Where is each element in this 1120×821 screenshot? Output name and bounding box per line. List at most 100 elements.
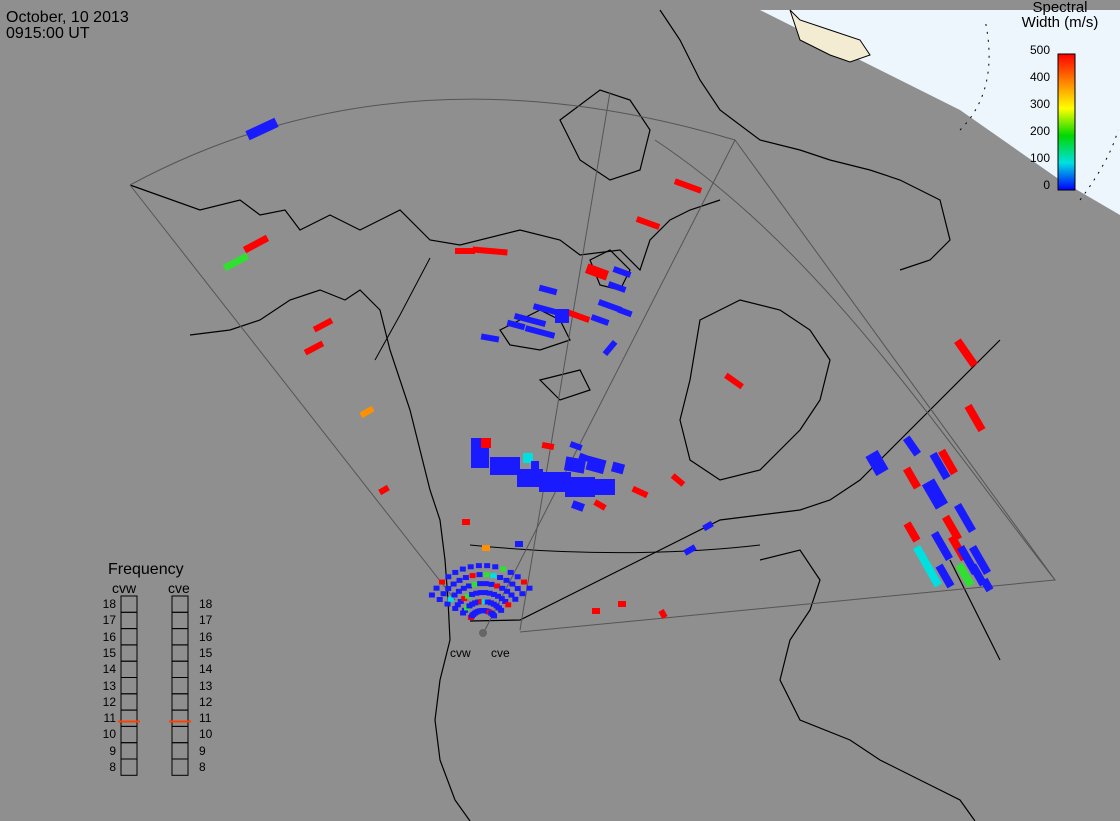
echo-cell — [578, 452, 594, 464]
freq-label-left: 13 — [102, 678, 116, 693]
echo-cell-near — [477, 590, 484, 596]
echo-cell — [938, 448, 958, 476]
echo-cell-near — [478, 599, 485, 605]
echo-cell — [506, 319, 526, 331]
echo-cell-near — [491, 613, 498, 619]
echo-cell — [570, 500, 586, 512]
freq-label-left: 14 — [102, 662, 116, 677]
echo-cell-near — [450, 581, 457, 587]
echo-cell-near — [477, 581, 484, 587]
echo-cell-near — [520, 579, 527, 585]
echo-cell-near — [475, 563, 482, 569]
echo-cell — [569, 441, 583, 451]
echo-cell-near — [500, 566, 507, 572]
echo-cell-near — [502, 598, 509, 604]
freq-label-right: 9 — [199, 743, 206, 758]
echo-cell-near — [473, 590, 480, 596]
echo-cell — [969, 545, 991, 575]
echo-cell — [902, 435, 922, 457]
echo-cell — [565, 309, 591, 323]
freq-label-right: 12 — [199, 694, 213, 709]
echo-cell — [954, 338, 978, 368]
echo-cell-near — [488, 581, 495, 587]
echo-cell-near — [433, 585, 440, 591]
freq-label-left: 17 — [102, 613, 116, 628]
echo-cell-near — [498, 607, 505, 613]
echo-cell — [673, 178, 703, 194]
time-text: 0915:00 UT — [6, 25, 90, 42]
echo-cell-near — [490, 573, 497, 579]
echo-cell-near — [465, 583, 472, 589]
freq-label-left: 9 — [109, 743, 116, 758]
freq-label-right: 17 — [199, 613, 213, 628]
freq-label-left: 11 — [103, 711, 116, 726]
echo-cell-near — [464, 593, 471, 599]
boundaries — [374, 257, 761, 554]
echo-cell — [462, 519, 470, 525]
echo-cell-near — [428, 592, 435, 598]
echo-cell — [563, 456, 587, 474]
echo-cell — [617, 306, 633, 318]
echo-cell-near — [475, 599, 482, 605]
echo-cell-near — [507, 569, 514, 575]
echo-cell — [303, 340, 325, 356]
echo-cell-near — [451, 592, 458, 598]
echo-cell-near — [469, 591, 476, 597]
echo-cell — [607, 281, 627, 293]
polar-circle-2 — [1079, 129, 1119, 201]
echo-cell — [515, 541, 523, 547]
echo-cell-near — [482, 581, 489, 587]
colorbar-tick-label: 100 — [1029, 151, 1050, 165]
echo-cell-near — [452, 569, 459, 575]
echo-cell-near — [512, 596, 519, 602]
echo-cell — [658, 609, 668, 619]
echo-cell — [312, 317, 334, 333]
colorbar-tick-label: 400 — [1029, 70, 1050, 84]
echo-cell — [524, 325, 556, 339]
map-header: October, 10 2013 0915:00 UT — [6, 10, 129, 42]
echo-cell — [455, 248, 475, 254]
colorbar-title-line2: Width (m/s) — [1021, 14, 1099, 31]
echo-cell — [935, 563, 955, 589]
echo-cell — [541, 442, 555, 450]
echo-cell — [242, 234, 270, 254]
echo-cell-near — [440, 591, 447, 597]
echo-cell-near — [467, 564, 474, 570]
echo-cell — [610, 461, 626, 475]
echo-cell-near — [481, 599, 488, 605]
echo-cell-near — [497, 575, 504, 581]
echo-cell-near — [503, 577, 510, 583]
radar-label-cvw: cvw — [450, 646, 471, 660]
freq-radar-cvw-label: cvw — [112, 580, 137, 596]
echo-cell — [482, 545, 490, 551]
echo-cell-near — [514, 586, 521, 592]
freq-label-right: 16 — [199, 629, 213, 644]
greenland-coast — [789, 9, 871, 63]
echo-cell-near — [509, 581, 516, 587]
freq-label-right: 10 — [199, 727, 213, 742]
echo-cell-near — [476, 572, 483, 578]
echo-cell — [903, 521, 921, 543]
echo-cell — [955, 562, 975, 588]
echo-cell-near — [462, 575, 469, 581]
echo-cell — [683, 544, 697, 556]
echo-cell-near — [436, 597, 443, 602]
colorbar-tick-label: 300 — [1029, 97, 1050, 111]
scatter-cells — [222, 117, 994, 620]
freq-label-right: 8 — [199, 760, 206, 774]
echo-cell-near — [526, 585, 533, 591]
freq-label-right: 13 — [199, 678, 213, 693]
freq-label-right: 11 — [199, 711, 212, 726]
echo-cell — [865, 449, 889, 477]
freq-label-right: 14 — [199, 662, 213, 677]
echo-cell — [929, 451, 951, 481]
echo-cell-near — [484, 599, 491, 605]
freq-label-left: 18 — [102, 597, 116, 611]
echo-cell — [481, 438, 491, 448]
echo-cell-near — [499, 585, 506, 591]
echo-cell — [597, 299, 623, 313]
echo-cell-near — [486, 590, 493, 596]
echo-cell-near — [492, 564, 499, 570]
echo-cell-near — [445, 586, 452, 592]
